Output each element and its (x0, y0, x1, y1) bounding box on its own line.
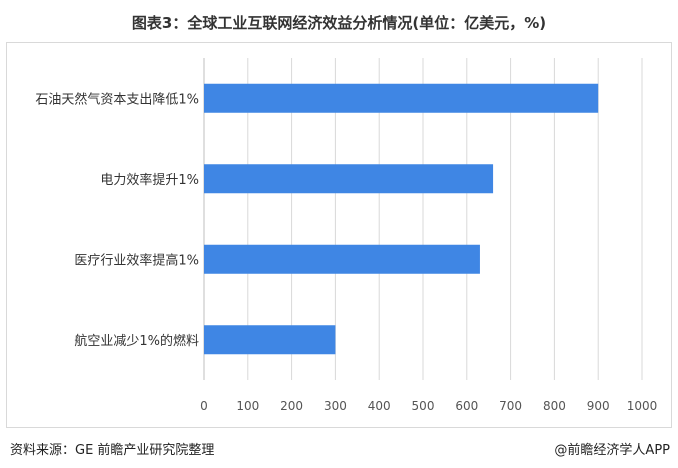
chart-title: 图表3：全球工业互联网经济效益分析情况(单位：亿美元，%) (131, 14, 547, 32)
bar-0 (204, 83, 599, 113)
x-tick-label-400: 400 (368, 399, 391, 413)
x-tick-label-700: 700 (499, 399, 522, 413)
x-tick-label-900: 900 (587, 399, 610, 413)
bar-3 (204, 325, 336, 355)
source-note: 资料来源：GE 前瞻产业研究院整理 (10, 443, 215, 458)
category-label-2: 医疗行业效率提高1% (74, 252, 199, 268)
category-label-0: 石油天然气资本支出降低1% (35, 91, 199, 107)
x-tick-label-1000: 1000 (627, 399, 658, 413)
brand-credit: @前瞻经济学人APP (554, 443, 670, 458)
category-label-3: 航空业减少1%的燃料 (74, 333, 199, 349)
x-tick-label-300: 300 (324, 399, 347, 413)
x-tick-label-800: 800 (543, 399, 566, 413)
category-label-1: 电力效率提升1% (100, 172, 199, 188)
x-tick-label-200: 200 (280, 399, 303, 413)
bar-2 (204, 244, 480, 274)
chart-frame (6, 42, 672, 428)
x-tick-label-500: 500 (412, 399, 435, 413)
x-tick-label-600: 600 (455, 399, 478, 413)
x-tick-label-0: 0 (200, 399, 208, 413)
x-tick-label-100: 100 (236, 399, 259, 413)
bar-1 (204, 164, 494, 194)
